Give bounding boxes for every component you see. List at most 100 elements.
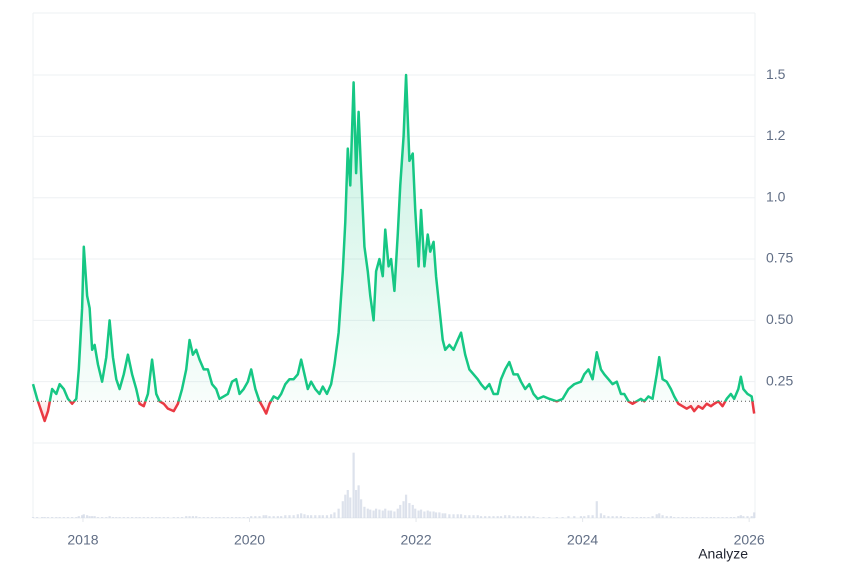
volume-bar bbox=[709, 517, 712, 518]
volume-bar bbox=[697, 517, 700, 518]
volume-bar bbox=[452, 514, 455, 518]
volume-bar bbox=[476, 515, 479, 518]
volume-bar bbox=[91, 516, 94, 518]
frame bbox=[32, 12, 756, 519]
volume-bar bbox=[399, 504, 402, 518]
volume-bar bbox=[615, 516, 618, 518]
volume-bar bbox=[158, 517, 161, 518]
volume-bar bbox=[250, 516, 253, 518]
volume-bar bbox=[105, 517, 108, 518]
volume-bar bbox=[96, 517, 100, 518]
y-tick-label: 1.0 bbox=[766, 188, 786, 204]
volume-bar bbox=[434, 512, 438, 518]
volume-bar bbox=[512, 516, 515, 518]
volume-bar bbox=[404, 494, 408, 518]
volume-bar bbox=[296, 514, 299, 518]
volume-bar bbox=[548, 517, 551, 518]
volume-bar bbox=[185, 516, 188, 518]
volume-bar bbox=[198, 517, 201, 518]
volume-bar bbox=[423, 511, 426, 518]
volume-bar bbox=[238, 517, 241, 518]
volume-bar bbox=[246, 517, 249, 518]
volume-bar bbox=[222, 517, 225, 518]
volume-bar bbox=[464, 515, 467, 518]
volume-bar bbox=[288, 515, 291, 518]
volume-bar bbox=[155, 517, 158, 518]
volume-bar bbox=[729, 517, 732, 518]
volume-bar bbox=[448, 514, 451, 518]
volume-bar bbox=[651, 516, 654, 518]
volume-bar bbox=[58, 517, 61, 518]
volume-bar bbox=[631, 517, 634, 518]
volume-bar bbox=[381, 510, 384, 518]
volume-bar bbox=[235, 517, 238, 518]
volume-bar bbox=[635, 517, 638, 518]
volume-bar bbox=[721, 517, 724, 518]
volume-bar bbox=[292, 515, 295, 518]
volume-bar bbox=[166, 517, 170, 518]
x-tick-label: 2026 bbox=[734, 532, 765, 548]
volume-bar bbox=[341, 501, 344, 518]
volume-bar bbox=[210, 517, 214, 518]
volume-bar bbox=[142, 517, 145, 518]
volume-bar bbox=[71, 517, 74, 518]
volume-bar bbox=[591, 515, 594, 518]
volume-bar bbox=[88, 516, 91, 518]
volume-bar bbox=[268, 516, 271, 518]
volume-bar bbox=[115, 517, 118, 518]
volume-bar bbox=[524, 516, 527, 518]
volume-bar bbox=[665, 516, 668, 518]
volume-bar bbox=[725, 517, 728, 518]
volume-bar bbox=[349, 497, 352, 518]
volume-bar bbox=[75, 517, 78, 518]
volume-bar bbox=[737, 516, 740, 518]
volume-bar bbox=[492, 516, 495, 518]
volume-bar bbox=[135, 517, 138, 518]
x-tick-label: 2018 bbox=[67, 532, 98, 548]
volume-bar bbox=[599, 513, 603, 518]
volume-bar bbox=[366, 508, 369, 518]
volume-bar bbox=[750, 516, 753, 518]
volume-bar bbox=[643, 517, 646, 518]
volume-bar bbox=[265, 515, 268, 518]
volume-bar bbox=[647, 517, 650, 518]
volume-bar bbox=[396, 508, 399, 518]
volume-bar bbox=[408, 503, 411, 518]
analyze-button[interactable]: Analyze bbox=[698, 546, 748, 562]
y-tick-label: 1.5 bbox=[766, 66, 786, 82]
volume-bar bbox=[360, 499, 363, 518]
volume-bar bbox=[438, 512, 441, 518]
volume-bar bbox=[611, 516, 614, 518]
volume-bar bbox=[429, 511, 432, 518]
volume-bar bbox=[555, 517, 558, 518]
volume-bar bbox=[130, 517, 134, 518]
area-fill bbox=[33, 75, 755, 421]
volume-bar bbox=[595, 501, 598, 518]
volume-bar bbox=[426, 510, 429, 518]
volume-bar bbox=[51, 517, 54, 518]
volume-bar bbox=[532, 516, 535, 518]
volume-bar bbox=[456, 514, 459, 518]
volume-bar bbox=[31, 517, 35, 518]
volume-bar bbox=[639, 517, 643, 518]
volume-bar bbox=[122, 517, 125, 518]
volume-bar bbox=[689, 517, 692, 518]
volume-bar bbox=[344, 494, 347, 518]
volume-bar bbox=[528, 516, 531, 518]
volume-bar bbox=[108, 516, 111, 518]
volume-bar bbox=[372, 510, 375, 518]
volume-bar bbox=[355, 490, 358, 518]
volume-bar bbox=[459, 514, 463, 518]
volume-bar bbox=[746, 516, 749, 518]
volume-bar bbox=[542, 517, 545, 518]
volume-bar bbox=[318, 515, 321, 518]
volume-bar bbox=[681, 517, 684, 518]
volume-bar bbox=[191, 516, 194, 518]
x-tick-label: 2024 bbox=[567, 532, 598, 548]
volume-bar bbox=[146, 517, 150, 518]
volume-bar bbox=[272, 516, 275, 518]
volume-bar bbox=[742, 516, 745, 518]
volume-bar bbox=[536, 517, 539, 518]
